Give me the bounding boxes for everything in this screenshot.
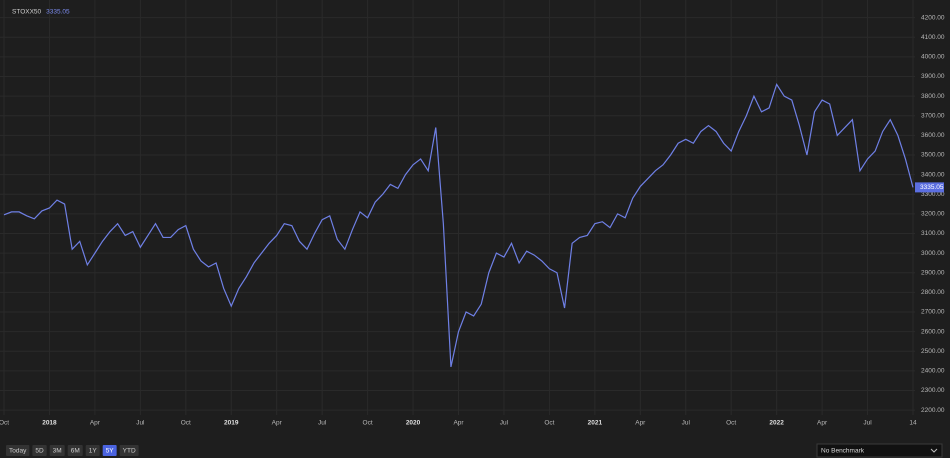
- y-tick-label: 3200.00: [921, 211, 945, 218]
- y-tick-label: 2400.00: [921, 368, 945, 375]
- x-tick-label: Oct: [363, 420, 373, 427]
- x-tick-label: 2018: [42, 420, 57, 427]
- controls: Today 5D 3M 6M 1Y 5Y YTD No Benchmark: [6, 443, 943, 458]
- x-tick-label: 2021: [588, 420, 603, 427]
- y-tick-label: 2600.00: [921, 328, 945, 335]
- y-tick-label: 3100.00: [921, 230, 945, 237]
- y-tick-label: 3000.00: [921, 250, 945, 257]
- range-button-label[interactable]: YTD: [123, 448, 136, 455]
- range-button-label[interactable]: 5D: [35, 448, 44, 455]
- range-button[interactable]: 6M: [67, 445, 83, 456]
- x-tick-label: 2020: [406, 420, 421, 427]
- y-tick-label: 4200.00: [921, 14, 945, 21]
- y-tick-label: 3900.00: [921, 73, 945, 80]
- range-button-bg[interactable]: [49, 445, 65, 456]
- range-button[interactable]: 1Y: [85, 445, 100, 456]
- dropdown-label[interactable]: No Benchmark: [821, 448, 865, 455]
- range-button-label[interactable]: 5Y: [106, 448, 115, 455]
- x-tick-label: Jul: [318, 420, 327, 427]
- x-tick-label: 14: [909, 420, 917, 427]
- x-tick-label: Oct: [0, 420, 9, 427]
- range-button-label[interactable]: 6M: [71, 448, 80, 455]
- range-button-bg[interactable]: [119, 445, 139, 456]
- x-tick-label: Apr: [635, 420, 646, 427]
- x-tick-label: Oct: [181, 420, 191, 427]
- price-line: [3, 82, 914, 368]
- range-button-bg[interactable]: [67, 445, 83, 456]
- x-tick-label: Jul: [500, 420, 509, 427]
- range-button-bg[interactable]: [6, 445, 30, 456]
- range-button[interactable]: 5Y: [102, 445, 117, 456]
- y-tick-label: 4000.00: [921, 54, 945, 61]
- x-tick-label: Apr: [817, 420, 828, 427]
- range-button-label[interactable]: Today: [9, 448, 27, 455]
- y-tick-label: 3500.00: [921, 152, 945, 159]
- y-tick-label: 3400.00: [921, 171, 945, 178]
- x-tick-label: 2019: [224, 420, 239, 427]
- range-button-label[interactable]: 3M: [53, 448, 62, 455]
- x-tick-label: Apr: [453, 420, 464, 427]
- grid: 2200.00 2300.00 2400.00 2500.00 2600.00 2700.…: [0, 0, 945, 427]
- y-tick-label: 4100.00: [921, 34, 945, 41]
- dropdown-box[interactable]: [816, 443, 943, 458]
- range-button[interactable]: 3M: [49, 445, 65, 456]
- x-tick-label: Oct: [726, 420, 736, 427]
- y-tick-label: 2700.00: [921, 309, 945, 316]
- x-tick-label: Jul: [136, 420, 145, 427]
- range-button[interactable]: YTD: [119, 445, 139, 456]
- x-tick-label: Apr: [272, 420, 283, 427]
- range-button-label[interactable]: 1Y: [89, 448, 98, 455]
- benchmark-dropdown[interactable]: No Benchmark: [816, 443, 943, 458]
- x-tick-label: 2022: [769, 420, 784, 427]
- y-tick-label: 3300.00: [921, 191, 945, 198]
- range-button-bg[interactable]: [85, 445, 100, 456]
- series-name: STOXX50: [12, 9, 42, 16]
- last-price-tag: [915, 182, 944, 193]
- range-button-bg[interactable]: [102, 445, 117, 456]
- range-button[interactable]: Today: [6, 445, 30, 456]
- plot: 3335.05: [3, 82, 944, 368]
- x-tick-label: Apr: [90, 420, 101, 427]
- header-value: 3335.05: [46, 9, 70, 16]
- y-tick-label: 3700.00: [921, 112, 945, 119]
- range-button[interactable]: 5D: [32, 445, 47, 456]
- x-tick-label: Jul: [682, 420, 691, 427]
- range-button-bg[interactable]: [32, 445, 47, 456]
- y-tick-label: 2500.00: [921, 348, 945, 355]
- dropdown-chevron[interactable]: [930, 448, 938, 453]
- y-tick-label: 3800.00: [921, 93, 945, 100]
- y-tick-label: 3600.00: [921, 132, 945, 139]
- y-tick-label: 2800.00: [921, 289, 945, 296]
- last-price-label: 3335.05: [920, 184, 944, 191]
- y-tick-label: 2900.00: [921, 269, 945, 276]
- x-tick-label: Oct: [544, 420, 554, 427]
- y-tick-label: 2200.00: [921, 407, 945, 414]
- y-tick-label: 2300.00: [921, 387, 945, 394]
- x-tick-label: Jul: [863, 420, 872, 427]
